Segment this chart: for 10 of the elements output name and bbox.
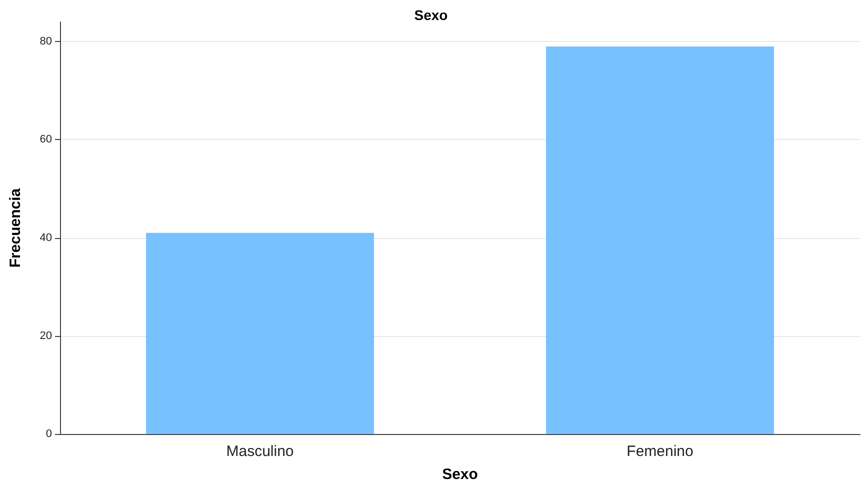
chart-title: Sexo <box>414 7 448 23</box>
y-tick-label: 0 <box>46 428 52 440</box>
x-tick-label: Masculino <box>226 443 294 460</box>
x-axis-title: Sexo <box>442 466 478 483</box>
x-tick-label: Femenino <box>626 443 694 460</box>
y-axis-title: Frecuencia <box>7 188 24 268</box>
y-tick-label: 80 <box>40 36 52 48</box>
y-tick-label: 40 <box>40 232 52 244</box>
y-tick-label: 60 <box>40 134 52 146</box>
y-tick-label: 20 <box>40 330 52 342</box>
